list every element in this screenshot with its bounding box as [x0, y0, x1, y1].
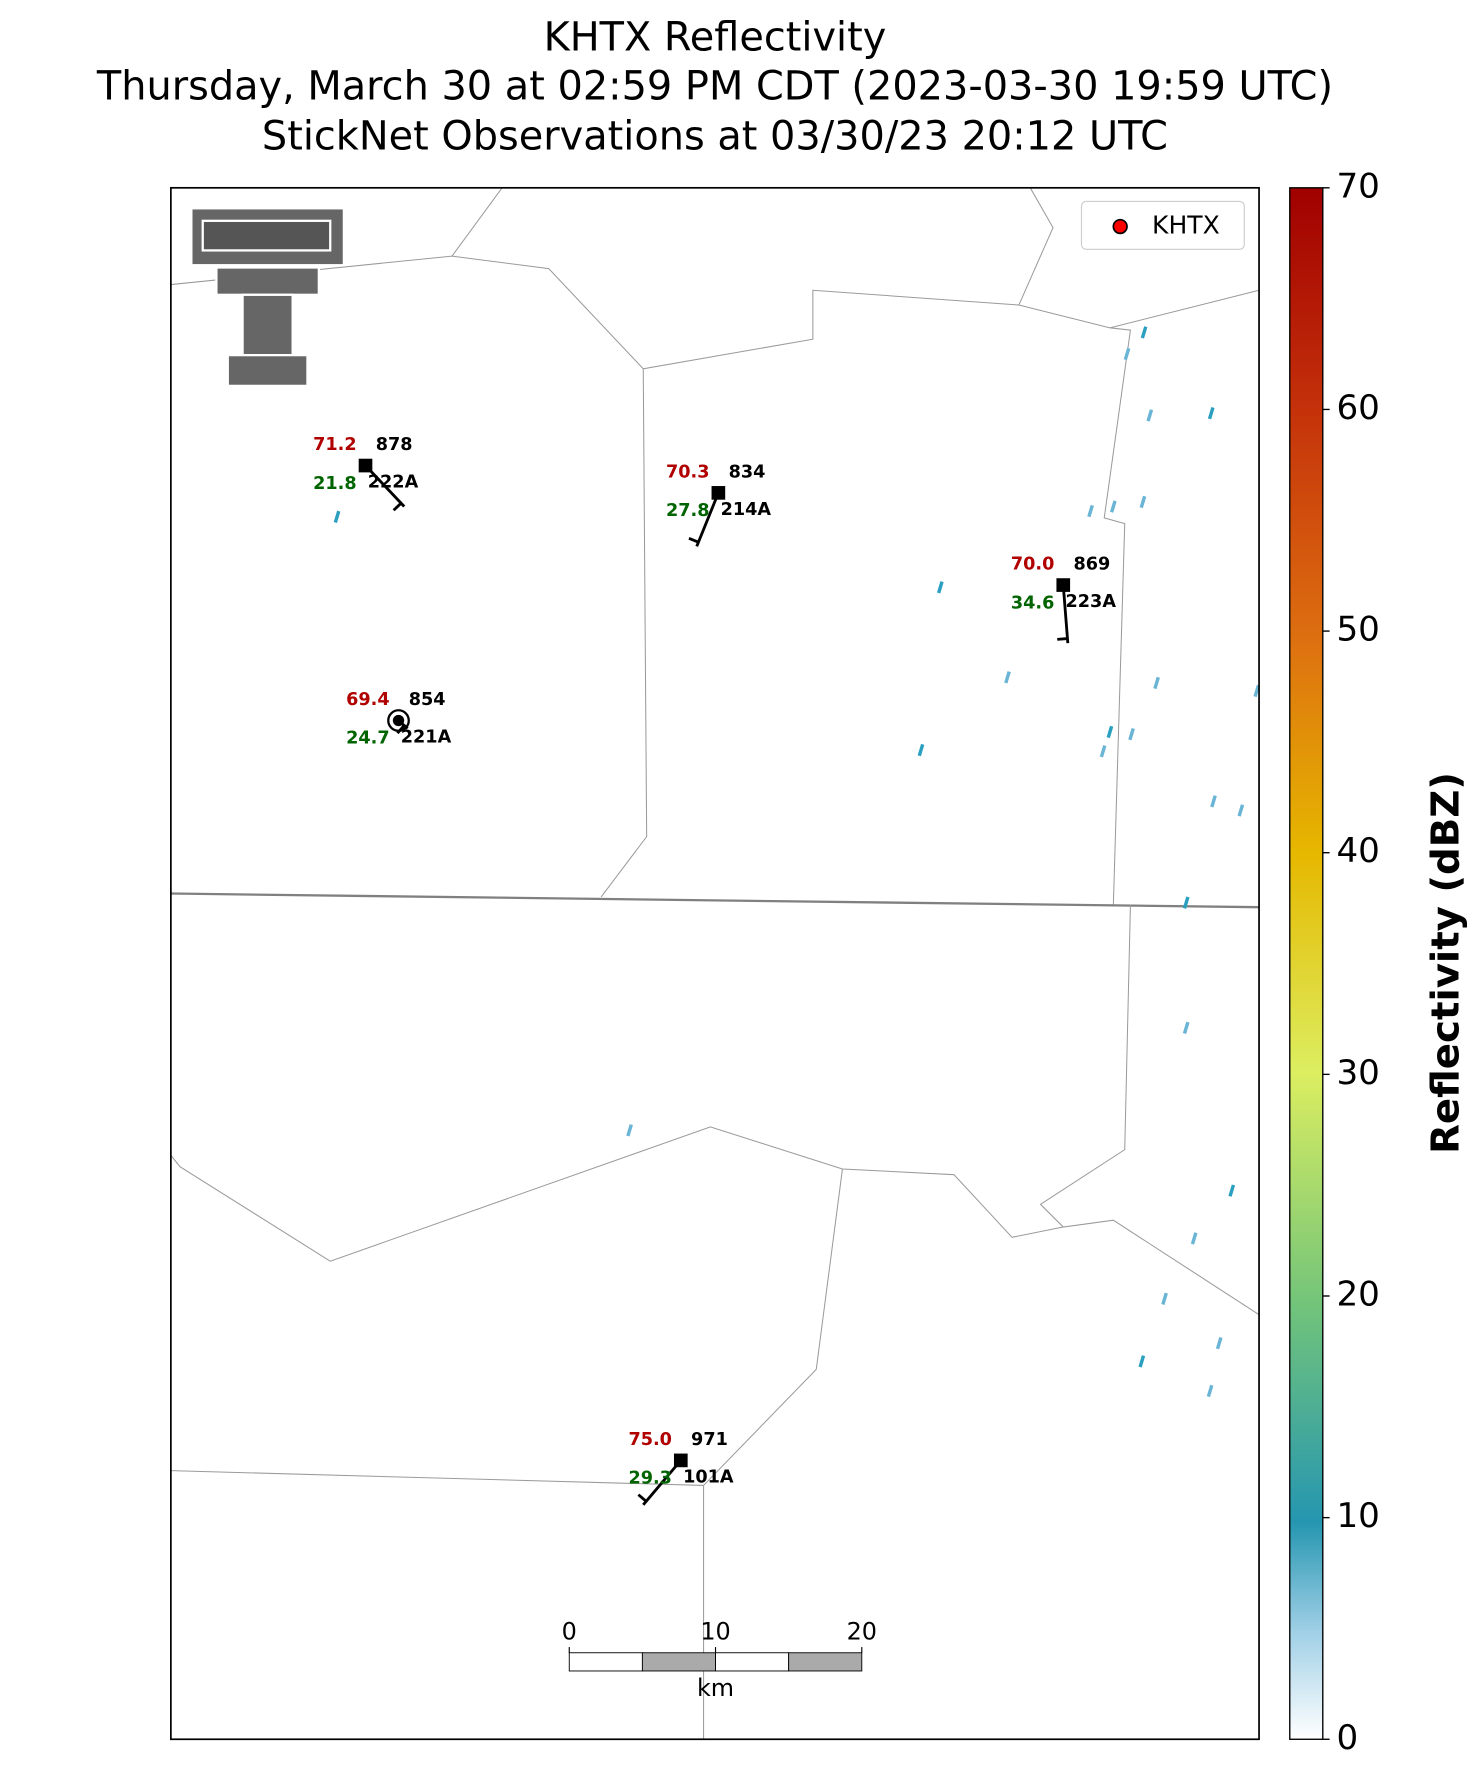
station-id: 221A [401, 728, 452, 748]
echo [626, 1124, 633, 1137]
colorbar [1289, 187, 1324, 1740]
legend-label: KHTX [1152, 211, 1220, 240]
colorbar-tick-label: 20 [1336, 1274, 1379, 1314]
scale-tick-label: 20 [847, 1617, 877, 1645]
title-line: Thursday, March 30 at 02:59 PM CDT (2023… [96, 63, 1333, 109]
wind-barb [397, 719, 409, 730]
echo [1099, 745, 1107, 758]
temperature: 70.3 [666, 462, 710, 482]
echo [1182, 896, 1190, 909]
dewpoint: 27.8 [666, 501, 710, 521]
echo [1106, 725, 1114, 739]
echo [1182, 1021, 1190, 1035]
scale-tick-label: 0 [562, 1617, 577, 1645]
echo [1153, 676, 1160, 690]
legend-box [1080, 200, 1245, 250]
temperature: 69.4 [346, 690, 390, 710]
wind-barb [392, 502, 403, 512]
echo [1138, 1355, 1146, 1368]
wind-barb [695, 492, 720, 547]
station-value: 834 [729, 462, 766, 482]
echo [1206, 1384, 1214, 1398]
echo [1146, 409, 1154, 422]
logo [190, 207, 346, 388]
colorbar-tick-label: 40 [1336, 831, 1379, 871]
colorbar-tick-label: 60 [1336, 388, 1379, 428]
wind-barb [1061, 584, 1070, 644]
temperature: 71.2 [313, 435, 357, 455]
dewpoint: 24.7 [346, 729, 390, 749]
legend: KHTX [1080, 200, 1245, 250]
echo [1190, 1232, 1198, 1245]
title-line: KHTX Reflectivity [544, 14, 887, 60]
scale-segment [715, 1652, 790, 1672]
station-value: 878 [376, 435, 413, 455]
station-id: 222A [368, 473, 419, 493]
dewpoint: 21.8 [313, 474, 357, 494]
temperature: 70.0 [1011, 555, 1055, 575]
wind-barb [688, 536, 699, 544]
echo [936, 581, 944, 594]
wind-barb [1057, 637, 1068, 641]
station-id: 214A [721, 500, 772, 520]
dewpoint: 34.6 [1011, 593, 1055, 613]
station-id: 101A [683, 1467, 734, 1487]
title-line: StickNet Observations at 03/30/23 20:12 … [262, 113, 1168, 159]
wind-barb [396, 724, 406, 735]
colorbar-ticks: 0 10 20 30 40 50 60 70 [1322, 166, 1380, 1758]
echo [1087, 504, 1094, 518]
colorbar-tick-label: 50 [1336, 610, 1379, 650]
echo [1207, 407, 1215, 420]
echo [1140, 326, 1148, 339]
scale-tick-label: 10 [700, 1617, 730, 1645]
wind-barb [364, 464, 406, 508]
echo [1004, 671, 1011, 684]
map-borders [170, 187, 1260, 1740]
station-marker [1056, 578, 1071, 592]
dewpoint: 29.3 [628, 1469, 672, 1489]
map-frame [170, 186, 1260, 1741]
wind-barb [637, 1493, 648, 1503]
echo [1110, 500, 1117, 513]
scale-unit: km [697, 1674, 734, 1702]
colorbar-tick-label: 0 [1336, 1718, 1358, 1758]
scale-bar: 0 10 20 km [562, 1617, 877, 1702]
echo [1253, 684, 1261, 698]
station-value: 869 [1074, 555, 1111, 575]
echo [1215, 1336, 1223, 1350]
legend-marker [1112, 218, 1128, 235]
scale-segment [641, 1652, 716, 1672]
echo [1139, 495, 1147, 509]
echo [1128, 727, 1135, 741]
scale-segment [568, 1652, 643, 1672]
echo [1228, 1184, 1236, 1197]
station-id: 223A [1066, 592, 1117, 612]
scale-segment [788, 1652, 863, 1672]
colorbar-tick-label: 30 [1336, 1053, 1379, 1093]
station-value: 854 [409, 690, 446, 710]
echo [333, 510, 341, 523]
echo [1210, 795, 1217, 808]
stations: 71.2 21.8 878 222A 70.3 27.8 834 214A 70.0 34.6 86… [313, 435, 1117, 1506]
echo [1161, 1292, 1168, 1305]
echo [1123, 347, 1131, 361]
colorbar-label: Reflectivity (dBZ) [1424, 772, 1469, 1154]
station-value: 971 [691, 1430, 728, 1450]
temperature: 75.0 [628, 1430, 672, 1450]
colorbar-tick-label: 10 [1336, 1496, 1379, 1536]
echo [917, 743, 925, 757]
colorbar-tick-label: 70 [1336, 166, 1379, 206]
echo [1237, 804, 1245, 817]
radar-echoes [333, 326, 1261, 1398]
wind-barb [642, 1459, 682, 1506]
